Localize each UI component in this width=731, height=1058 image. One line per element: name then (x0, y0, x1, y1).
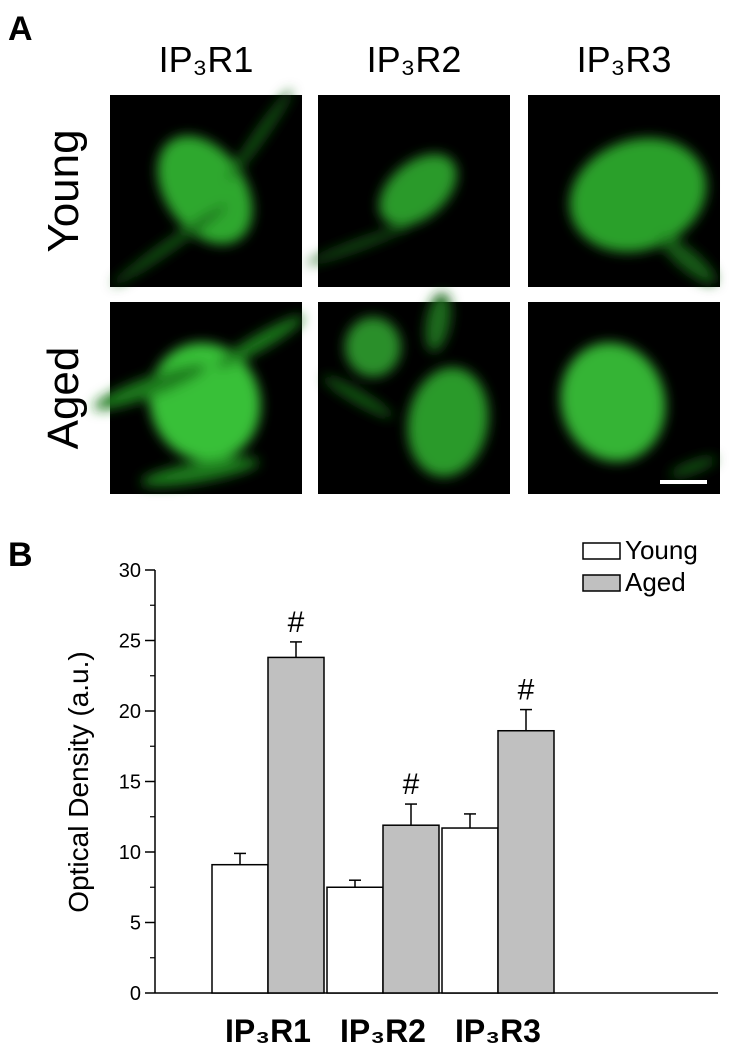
micrograph (306, 95, 510, 287)
y-axis-label: Optical Density (a.u.) (63, 651, 94, 912)
cell-group (112, 89, 292, 286)
cell (216, 316, 304, 368)
micrograph (110, 89, 302, 287)
cell-group (306, 153, 457, 265)
row-label: Young (39, 129, 88, 252)
micrograph (528, 95, 720, 287)
bar (211, 863, 269, 994)
cell (560, 342, 666, 462)
cell (660, 236, 716, 284)
row-label: Aged (39, 347, 88, 450)
cell (323, 376, 393, 418)
micrograph (528, 302, 720, 494)
cell (379, 153, 457, 227)
micrograph (93, 302, 304, 494)
cell (93, 364, 207, 410)
column-header: IP₃R2 (367, 39, 462, 80)
y-tick-label: 0 (130, 983, 141, 1005)
y-tick-label: 10 (119, 842, 141, 864)
cell (345, 317, 401, 377)
micrograph (318, 292, 510, 494)
y-tick-label: 25 (119, 631, 141, 653)
x-tick-label: IP₃R3 (455, 1013, 541, 1049)
column-header: IP₃R3 (577, 39, 672, 80)
cell (228, 89, 292, 181)
cell (569, 138, 707, 252)
cell (157, 135, 253, 245)
legend-swatch (582, 542, 621, 560)
cell (306, 225, 410, 265)
bar (441, 827, 499, 994)
annotation: # (288, 606, 305, 639)
cell (407, 367, 489, 477)
bar (326, 886, 384, 994)
cell-group (569, 138, 716, 284)
cell-group (323, 292, 489, 477)
x-tick-label: IP₃R1 (225, 1013, 311, 1049)
column-header: IP₃R1 (159, 39, 254, 80)
annotation: # (403, 768, 420, 801)
annotation: # (518, 674, 535, 707)
legend-label: Young (625, 535, 698, 565)
legend-label: Aged (625, 567, 686, 597)
bar (382, 824, 440, 994)
legend-swatch (582, 574, 621, 592)
bar (497, 729, 555, 994)
y-tick-label: 20 (119, 701, 141, 723)
y-tick-label: 15 (119, 772, 141, 794)
bar (267, 656, 325, 994)
panel-label: A (8, 10, 33, 48)
cell (425, 292, 451, 352)
cell (669, 457, 717, 477)
y-tick-label: 5 (130, 913, 141, 935)
cell (140, 457, 260, 487)
y-tick-label: 30 (119, 560, 141, 582)
x-tick-label: IP₃R2 (340, 1013, 426, 1049)
cell-group (93, 316, 304, 487)
panel-label: B (8, 536, 33, 574)
cell-group (560, 342, 717, 477)
cell (112, 204, 228, 286)
